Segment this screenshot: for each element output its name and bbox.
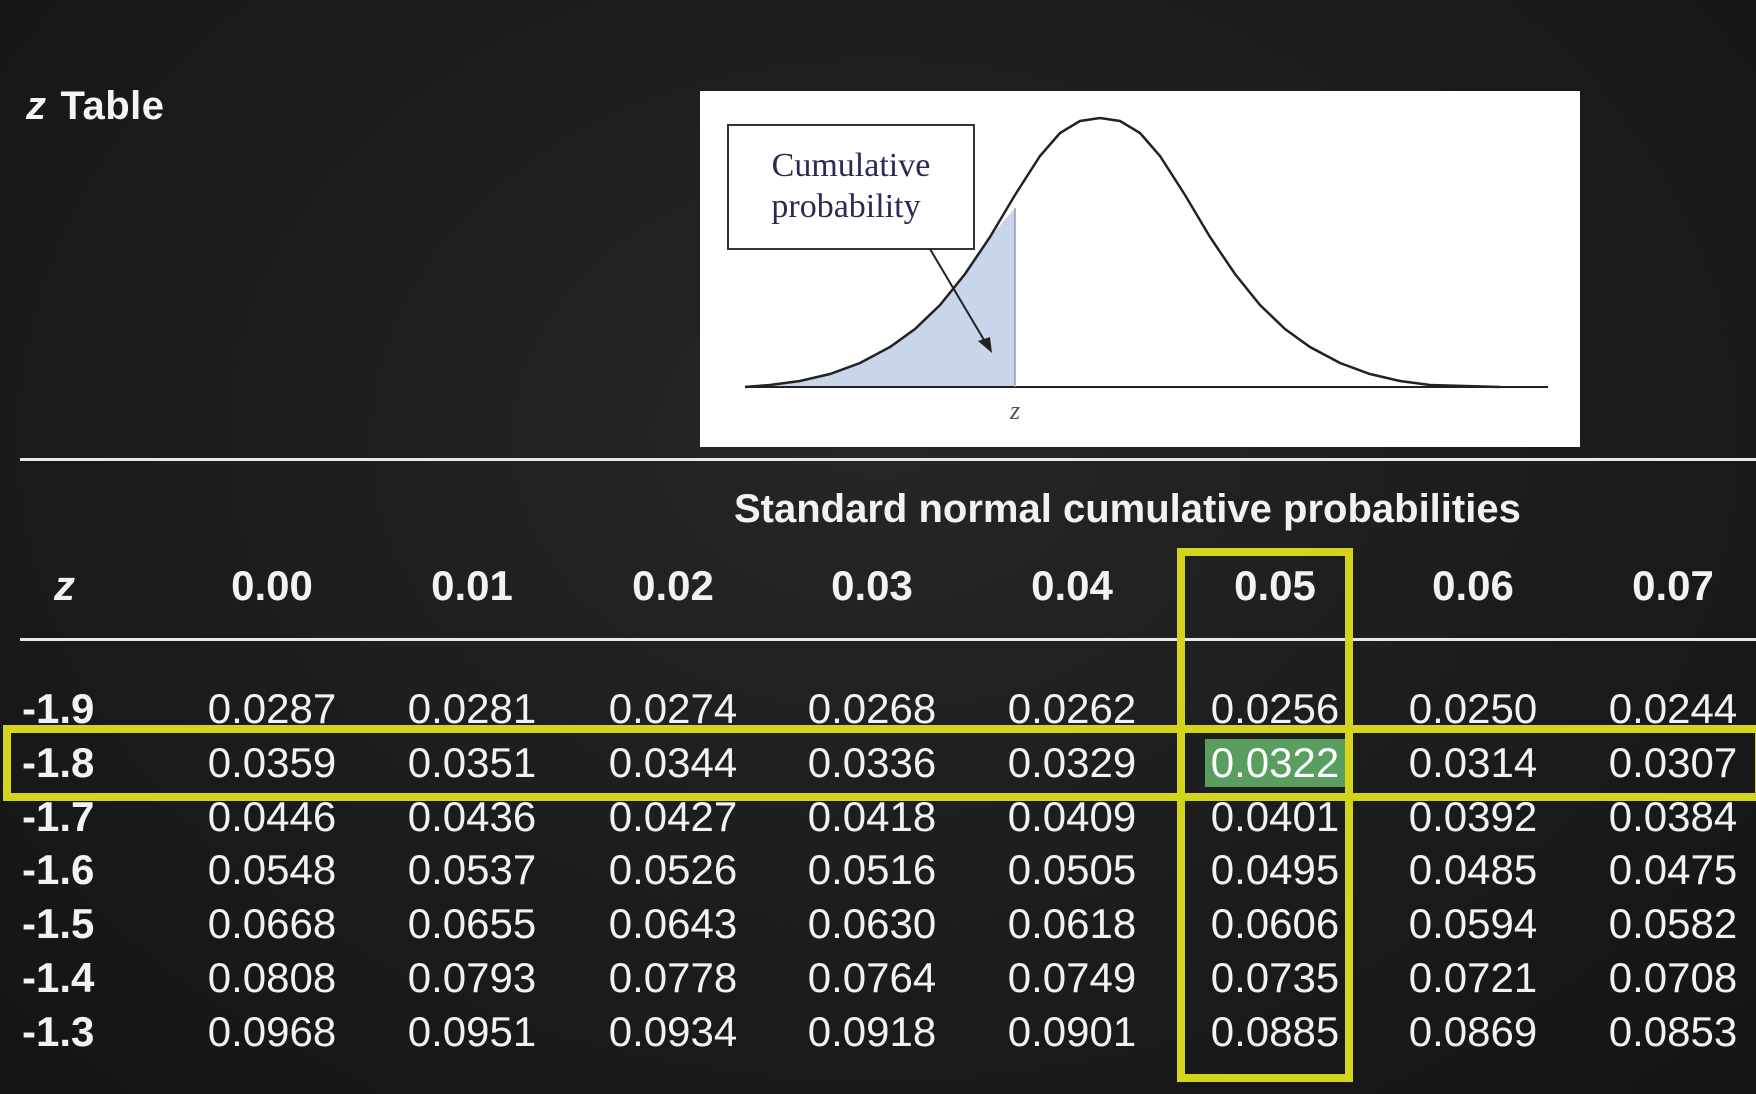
label-line2: probability bbox=[771, 188, 920, 225]
table-cell: 0.0869 bbox=[1408, 1008, 1538, 1055]
table-cell: 0.0548 bbox=[207, 846, 337, 893]
column-header: 0.01 bbox=[431, 562, 513, 609]
table-cell: 0.0262 bbox=[1007, 685, 1137, 732]
row-highlight-box bbox=[3, 725, 1756, 801]
column-header: 0.07 bbox=[1632, 562, 1714, 609]
table-cell: 0.0287 bbox=[207, 685, 337, 732]
table-top-rule bbox=[20, 458, 1756, 461]
table-cell: 0.0250 bbox=[1408, 685, 1538, 732]
z-column-header: z bbox=[54, 562, 75, 609]
table-header-rule bbox=[20, 638, 1756, 641]
table-cell: 0.0329 bbox=[1007, 739, 1137, 786]
table-cell: 0.0778 bbox=[608, 954, 738, 1001]
title-text: Table bbox=[60, 84, 165, 128]
label-line1: Cumulative bbox=[772, 147, 931, 184]
table-cell: 0.0314 bbox=[1408, 739, 1538, 786]
cumulative-area bbox=[745, 208, 1015, 387]
table-cell: 0.0951 bbox=[407, 1008, 537, 1055]
axis-label-z: z bbox=[1009, 396, 1020, 425]
column-header: 0.03 bbox=[831, 562, 913, 609]
column-header: 0.00 bbox=[231, 562, 313, 609]
table-cell: 0.0655 bbox=[407, 900, 537, 947]
table-cell: 0.0918 bbox=[807, 1008, 937, 1055]
table-cell: 0.0594 bbox=[1408, 900, 1538, 947]
column-header: 0.04 bbox=[1031, 562, 1113, 609]
label-box bbox=[727, 124, 975, 250]
table-cell: 0.0668 bbox=[207, 900, 337, 947]
title-z: z bbox=[26, 84, 47, 128]
table-cell: 0.0516 bbox=[807, 846, 937, 893]
table-cell: 0.0853 bbox=[1608, 1008, 1738, 1055]
table-cell: 0.0901 bbox=[1007, 1008, 1137, 1055]
table-cell: 0.0793 bbox=[407, 954, 537, 1001]
table-cell: 0.0274 bbox=[608, 685, 738, 732]
column-header: 0.06 bbox=[1432, 562, 1514, 609]
column-header: 0.02 bbox=[632, 562, 714, 609]
table-cell: 0.0351 bbox=[407, 739, 537, 786]
table-cell: 0.0485 bbox=[1408, 846, 1538, 893]
table-cell: 0.0606 bbox=[1210, 900, 1340, 947]
table-cell: 0.0344 bbox=[608, 739, 738, 786]
table-cell: 0.0475 bbox=[1608, 846, 1738, 893]
label-arrow bbox=[929, 248, 988, 346]
table-cell: 0.0968 bbox=[207, 1008, 337, 1055]
table-caption: Standard normal cumulative probabilities bbox=[734, 487, 1521, 531]
normal-curve-diagram: Cumulative probability z bbox=[727, 116, 1548, 425]
table-cell: 0.0505 bbox=[1007, 846, 1137, 893]
table-cell: 0.0307 bbox=[1608, 739, 1738, 786]
table-cell: 0.0495 bbox=[1210, 846, 1340, 893]
table-cell: 0.0808 bbox=[207, 954, 337, 1001]
row-z-value: -1.9 bbox=[22, 685, 95, 732]
table-cell: 0.0934 bbox=[608, 1008, 738, 1055]
table-cell: 0.0630 bbox=[807, 900, 937, 947]
table-cell: 0.0643 bbox=[608, 900, 738, 947]
table-cell: 0.0764 bbox=[807, 954, 937, 1001]
column-header: 0.05 bbox=[1234, 562, 1316, 609]
table-cell: 0.0359 bbox=[207, 739, 337, 786]
table-cell: 0.0885 bbox=[1210, 1008, 1340, 1055]
table-cell: 0.0582 bbox=[1608, 900, 1738, 947]
row-z-value: -1.3 bbox=[22, 1008, 95, 1055]
table-cell: 0.0336 bbox=[807, 739, 937, 786]
column-highlight-box bbox=[1177, 548, 1353, 1082]
table-cell: 0.0708 bbox=[1608, 954, 1738, 1001]
table-cell: 0.0256 bbox=[1210, 685, 1340, 732]
table-cell: 0.0244 bbox=[1608, 685, 1738, 732]
row-z-value: -1.6 bbox=[22, 846, 95, 893]
row-z-value: -1.5 bbox=[22, 900, 95, 947]
row-z-value: -1.8 bbox=[22, 739, 95, 786]
table-cell: 0.0735 bbox=[1210, 954, 1340, 1001]
label-arrow-head bbox=[978, 337, 992, 353]
page-title: z Table bbox=[26, 84, 165, 129]
table-cell: 0.0281 bbox=[407, 685, 537, 732]
normal-distribution-figure: Cumulative probability z bbox=[700, 91, 1580, 447]
table-cell: 0.0537 bbox=[407, 846, 537, 893]
table-cell: 0.0721 bbox=[1408, 954, 1538, 1001]
selected-probability-cell: 0.0322 bbox=[1205, 739, 1345, 787]
bell-curve bbox=[744, 116, 1501, 389]
row-z-value: -1.4 bbox=[22, 954, 95, 1001]
table-cell: 0.0268 bbox=[807, 685, 937, 732]
table-cell: 0.0749 bbox=[1007, 954, 1137, 1001]
table-cell: 0.0526 bbox=[608, 846, 738, 893]
table-cell: 0.0618 bbox=[1007, 900, 1137, 947]
